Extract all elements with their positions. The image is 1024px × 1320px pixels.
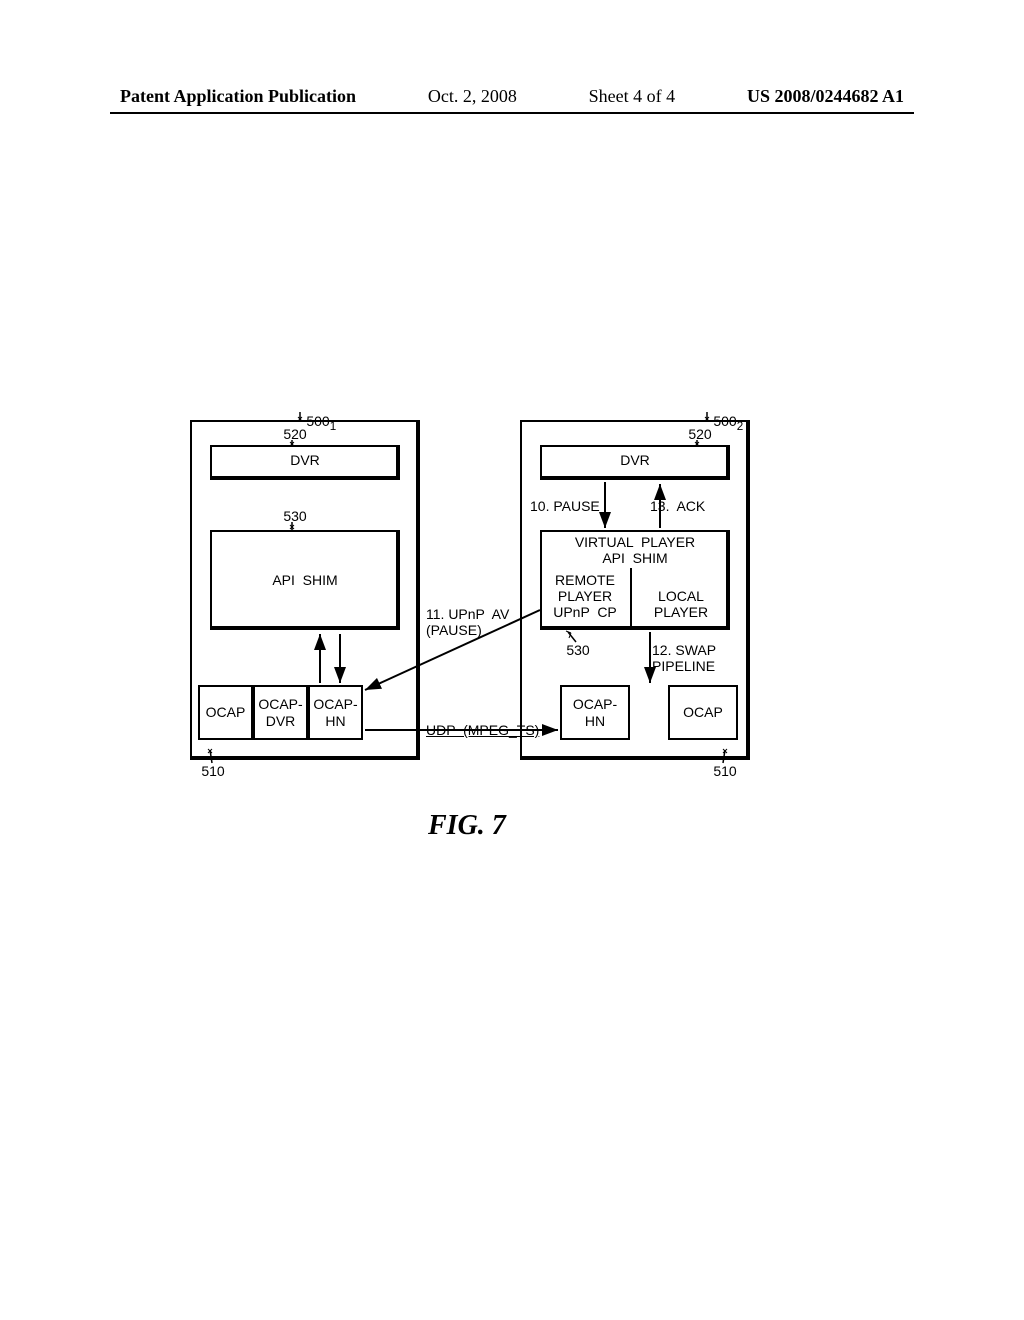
- figure-diagram: DVR DVR API SHIM VIRTUAL PLAYER API SHIM…: [190, 390, 750, 770]
- publication-date: Oct. 2, 2008: [428, 86, 517, 107]
- document-number: US 2008/0244682 A1: [747, 86, 904, 107]
- sheet-number: Sheet 4 of 4: [589, 86, 675, 107]
- header-rule: [110, 112, 914, 114]
- publication-label: Patent Application Publication: [120, 86, 356, 107]
- page-header: Patent Application Publication Oct. 2, 2…: [120, 86, 904, 107]
- arrows-svg: [190, 390, 750, 770]
- figure-caption: FIG. 7: [428, 810, 506, 842]
